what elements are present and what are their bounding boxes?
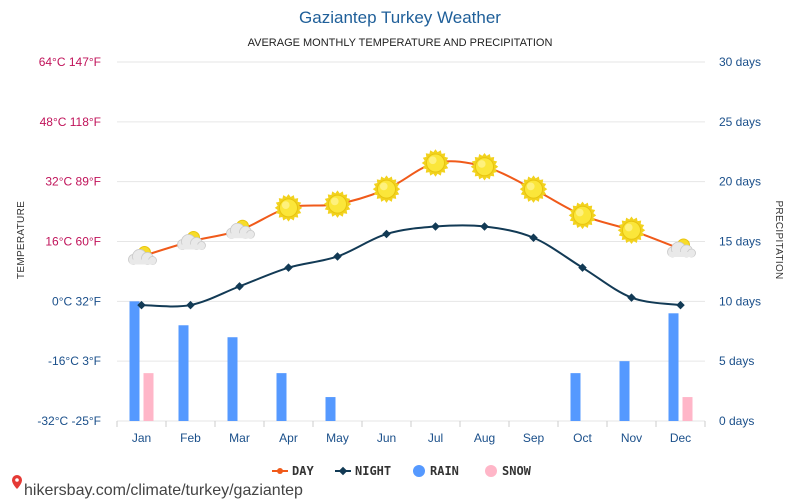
temperature-lines [137, 160, 685, 310]
night-point [578, 263, 587, 272]
left-axis-tick-label: 32°C 89°F [45, 175, 101, 189]
left-axis-tick-label: 48°C 118°F [40, 115, 101, 129]
left-axis-tick-label: 64°C 147°F [39, 55, 101, 69]
grid-lines [117, 61, 705, 422]
rain-bar [178, 325, 189, 421]
legend-label: RAIN [430, 464, 459, 478]
x-axis-label: Feb [180, 431, 201, 445]
rain-bar [570, 373, 581, 421]
sun-icon [568, 201, 597, 230]
right-axis-tick-label: 30 days [719, 55, 761, 69]
x-axis-label: Mar [229, 431, 250, 445]
sun-icon [617, 216, 646, 245]
legend-day-marker [277, 468, 283, 474]
left-axis-tick-label: -32°C -25°F [37, 414, 101, 428]
weather-icons [128, 149, 696, 265]
night-point [382, 229, 391, 239]
legend-label: NIGHT [355, 464, 391, 478]
sun-icon [470, 152, 499, 181]
left-axis-tick-label: 0°C 32°F [52, 294, 101, 308]
night-point [137, 300, 146, 310]
night-temperature-line [141, 224, 681, 308]
night-point [333, 252, 342, 261]
legend-label: SNOW [502, 464, 532, 478]
legend-rain-marker [413, 465, 425, 477]
night-point [431, 222, 440, 231]
x-axis-label: Apr [279, 431, 298, 445]
rain-bar [276, 373, 287, 421]
night-point [480, 222, 489, 231]
sun-icon [372, 175, 401, 203]
left-axis-title: TEMPERATURE [16, 201, 27, 279]
night-point [235, 282, 244, 291]
rain-bar [619, 361, 630, 421]
x-axis-label: Jul [428, 431, 443, 445]
legend-label: DAY [292, 464, 314, 478]
source-footer[interactable]: hikersbay.com/climate/turkey/gaziantep [12, 475, 303, 499]
chart-title: Gaziantep Turkey Weather [299, 8, 501, 27]
x-axis-label: Aug [474, 431, 495, 445]
rain-bar [668, 313, 679, 421]
right-axis-title: PRECIPITATION [773, 200, 784, 279]
left-axis-tick-label: 16°C 60°F [45, 235, 101, 249]
snow-bar [682, 397, 693, 421]
right-axis-tick-label: 25 days [719, 115, 761, 129]
night-point [284, 263, 293, 272]
left-axis-tick-label: -16°C 3°F [48, 354, 101, 368]
sun-icon [323, 190, 352, 218]
sun-icon [519, 175, 548, 203]
x-axis-label: Oct [573, 431, 592, 445]
legend-night-marker [338, 466, 348, 476]
source-link[interactable]: hikersbay.com/climate/turkey/gaziantep [24, 482, 303, 499]
snow-bar [143, 373, 154, 421]
legend-snow-marker [485, 465, 497, 477]
chart-subtitle: AVERAGE MONTHLY TEMPERATURE AND PRECIPIT… [248, 37, 553, 49]
x-axis-label: Sep [523, 431, 545, 445]
right-axis-tick-label: 20 days [719, 175, 761, 189]
night-point [186, 300, 195, 310]
partly-cloudy-icon [177, 231, 206, 250]
partly-cloudy-icon [226, 219, 255, 239]
right-axis-ticks: 30 days 25 days 20 days 15 days 10 days 5 day… [719, 55, 761, 428]
rain-bar [227, 337, 238, 421]
right-axis-tick-label: 15 days [719, 235, 761, 249]
location-pin-icon [12, 475, 22, 489]
x-axis-label: Jun [377, 431, 396, 445]
sun-icon [421, 149, 450, 177]
x-axis-label: Dec [670, 431, 691, 445]
night-point [627, 293, 636, 302]
x-axis-label: May [326, 431, 349, 445]
night-point [529, 233, 538, 243]
night-point [676, 300, 685, 310]
precipitation-bars [129, 301, 693, 421]
right-axis-tick-label: 5 days [719, 354, 754, 368]
right-axis-tick-label: 10 days [719, 294, 761, 308]
partly-cloudy-icon [667, 238, 696, 258]
left-axis-ticks: 64°C 147°F 48°C 118°F 32°C 89°F 16°C 60°F 0°… [37, 55, 101, 428]
sun-icon [274, 194, 303, 222]
partly-cloudy-icon [128, 245, 157, 265]
legend: DAY NIGHT RAIN SNOW [272, 464, 532, 478]
rain-bar [129, 301, 140, 421]
rain-bar [325, 397, 336, 421]
day-temperature-line [141, 160, 681, 258]
right-axis-tick-label: 0 days [719, 414, 754, 428]
x-axis-label: Jan [132, 431, 151, 445]
x-axis-ticks: Jan Feb Mar Apr May Jun Jul Aug Sep Oct Nov Dec [116, 421, 706, 445]
x-axis-label: Nov [621, 431, 642, 445]
